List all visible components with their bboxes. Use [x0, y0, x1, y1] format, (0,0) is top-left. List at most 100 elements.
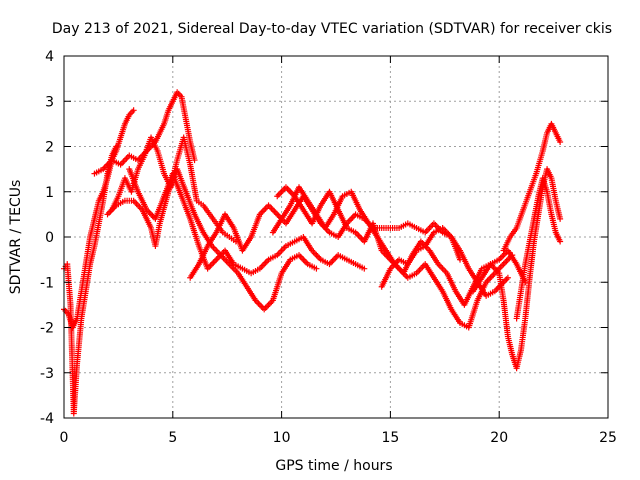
- chart-title: Day 213 of 2021, Sidereal Day-to-day VTE…: [52, 21, 612, 37]
- data-trail: [526, 240, 537, 279]
- data-trail: [241, 266, 252, 276]
- data-trail: [544, 190, 555, 216]
- data-trail: [195, 199, 205, 207]
- data-trail: [380, 224, 392, 231]
- data-trail: [170, 172, 184, 198]
- data-trail: [227, 262, 240, 275]
- series-track-13: [513, 175, 564, 322]
- data-trail: [323, 213, 336, 230]
- y-tick-label: -2: [40, 321, 54, 337]
- data-trail: [96, 199, 106, 225]
- data-trail: [157, 190, 171, 225]
- y-tick-label: 2: [45, 140, 54, 156]
- data-trail: [449, 308, 462, 325]
- data-trail: [345, 212, 358, 225]
- data-trail: [319, 257, 331, 267]
- data-trail: [83, 236, 93, 266]
- data-trail: [354, 262, 366, 271]
- data-trail: [179, 195, 193, 221]
- data-trail: [109, 145, 119, 157]
- data-trail: [553, 131, 563, 144]
- series-track-5: [104, 166, 320, 313]
- data-trail: [389, 224, 400, 231]
- data-point: [557, 238, 564, 245]
- data-trail: [508, 226, 519, 239]
- x-axis-label: GPS time / hours: [275, 458, 392, 474]
- data-trail: [427, 249, 441, 266]
- y-tick-label: 3: [45, 94, 54, 110]
- series-track-10: [378, 224, 511, 299]
- series-track-3: [91, 89, 198, 177]
- data-trail: [388, 258, 401, 271]
- data-trail: [341, 189, 353, 199]
- y-tick-label: -1: [40, 275, 54, 291]
- data-trail: [533, 150, 546, 175]
- x-tick-label: 5: [168, 430, 177, 446]
- data-trail: [398, 257, 409, 267]
- data-trail: [285, 239, 296, 248]
- data-trail: [405, 249, 419, 266]
- data-trail: [331, 195, 345, 216]
- data-trail: [471, 276, 484, 293]
- data-trail: [459, 321, 470, 330]
- data-trail: [449, 235, 462, 252]
- data-trail: [527, 172, 539, 193]
- data-trail: [305, 199, 319, 216]
- data-point: [113, 143, 120, 150]
- data-trail: [122, 113, 132, 126]
- data-trail: [301, 235, 314, 252]
- data-trail: [248, 213, 263, 239]
- data-trail: [161, 109, 171, 125]
- data-trail: [128, 153, 139, 162]
- data-trail: [78, 263, 89, 293]
- data-trail: [93, 167, 104, 176]
- series-track-11: [470, 166, 564, 372]
- data-trail: [258, 258, 271, 271]
- data-trail: [267, 253, 279, 262]
- data-trail: [513, 290, 524, 320]
- data-trail: [174, 168, 189, 193]
- data-trail: [488, 262, 501, 275]
- y-tick-label: 1: [45, 185, 54, 201]
- series-track-6: [126, 166, 368, 277]
- data-trail: [111, 158, 122, 167]
- data-trail: [124, 197, 135, 204]
- x-tick-label: 20: [490, 430, 508, 446]
- data-trail: [457, 249, 471, 270]
- data-trail: [440, 290, 454, 311]
- data-trail: [187, 217, 202, 248]
- data-trail: [531, 213, 542, 243]
- data-trail: [366, 222, 380, 239]
- data-trail: [113, 136, 123, 153]
- data-trail: [132, 199, 144, 212]
- data-trail: [489, 257, 501, 267]
- data-trail: [78, 290, 89, 320]
- data-trail: [223, 249, 236, 266]
- data-trail: [244, 285, 258, 302]
- data-trail: [83, 263, 93, 293]
- y-tick-label: 0: [45, 230, 54, 246]
- data-trail: [548, 177, 559, 202]
- series-track-4: [108, 134, 239, 245]
- data-trail: [250, 266, 261, 276]
- data-trail: [505, 335, 515, 356]
- data-trail: [192, 213, 206, 234]
- data-trail: [375, 235, 388, 252]
- data-trail: [175, 90, 184, 99]
- data-trail: [100, 172, 111, 202]
- data-trail: [540, 131, 550, 153]
- data-trail: [423, 262, 436, 280]
- data-trail: [127, 168, 141, 193]
- data-trail: [231, 226, 245, 252]
- data-trail: [505, 249, 519, 266]
- data-trail: [153, 195, 167, 221]
- data-trail: [275, 244, 288, 257]
- series-track-2: [61, 143, 120, 417]
- data-trail: [74, 290, 85, 320]
- data-trail: [119, 154, 131, 167]
- data-trail: [354, 212, 366, 221]
- data-trail: [279, 258, 293, 275]
- data-trail: [520, 190, 532, 211]
- data-trail: [544, 167, 554, 180]
- data-trail: [518, 263, 528, 293]
